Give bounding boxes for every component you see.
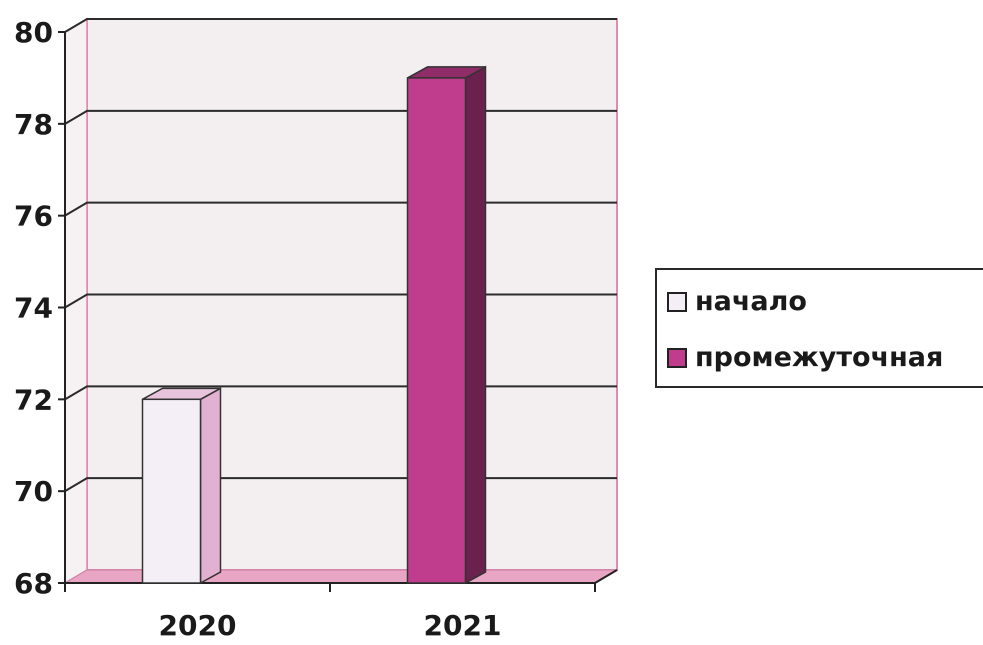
x-tick-label: 2020 [159, 609, 237, 642]
bar-side [464, 65, 487, 585]
y-tick-label: 78 [14, 108, 53, 141]
x-tick-label: 2021 [424, 609, 502, 642]
bar-side [199, 387, 222, 585]
legend-item-promezhutochnaya: промежуточная [667, 342, 943, 373]
y-tick-label: 70 [14, 475, 53, 508]
legend-swatch-nachalo [667, 291, 687, 312]
y-tick-label: 80 [14, 16, 53, 49]
y-tick-label: 68 [14, 567, 53, 600]
y-tick-label: 76 [14, 200, 53, 233]
legend-swatch-promezhutochnaya [667, 347, 687, 368]
x-axis-depth-line [594, 569, 618, 584]
legend-label-nachalo: начало [695, 286, 807, 317]
y-axis: 68 70 72 74 76 78 80 [14, 16, 66, 600]
bar-2021 [406, 77, 467, 584]
bar-2020 [141, 398, 202, 584]
y-tick-label: 74 [14, 292, 53, 325]
gridline [64, 18, 617, 33]
legend-label-promezhutochnaya: промежуточная [695, 342, 944, 373]
y-tick-label: 72 [14, 383, 53, 416]
legend: начало промежуточная [655, 268, 983, 388]
legend-item-nachalo: начало [667, 286, 807, 317]
bars [141, 65, 487, 585]
